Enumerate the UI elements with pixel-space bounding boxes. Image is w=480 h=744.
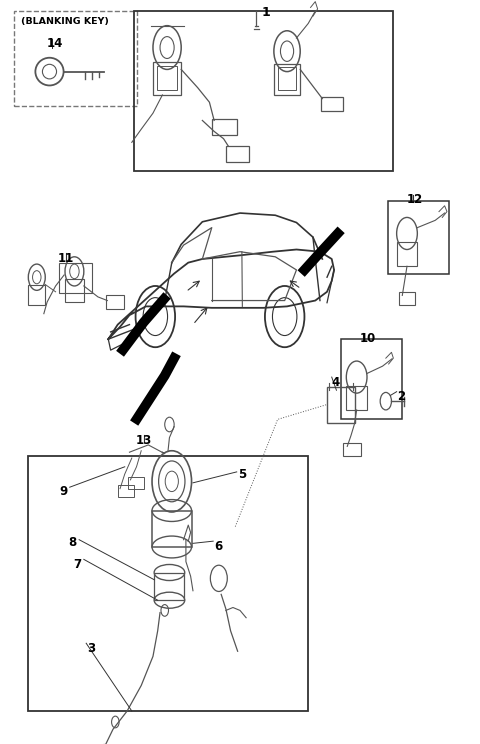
Bar: [398, 292, 416, 305]
Text: 1: 1: [262, 6, 270, 19]
Text: 13: 13: [135, 434, 152, 447]
Bar: [152, 510, 192, 547]
Bar: [14, 11, 136, 106]
Bar: [59, 263, 92, 293]
Text: (BLANKING KEY): (BLANKING KEY): [21, 17, 109, 26]
Bar: [118, 485, 134, 498]
Text: 3: 3: [87, 642, 95, 655]
Text: 12: 12: [407, 193, 423, 206]
Bar: [28, 456, 308, 711]
Bar: [153, 62, 181, 95]
Bar: [277, 67, 297, 90]
Bar: [212, 119, 237, 135]
Bar: [65, 279, 84, 302]
Text: 5: 5: [238, 468, 246, 481]
Bar: [321, 97, 343, 111]
Text: 9: 9: [59, 485, 67, 498]
Bar: [157, 65, 178, 90]
Bar: [388, 201, 449, 274]
Bar: [155, 573, 184, 600]
Bar: [134, 11, 393, 171]
Bar: [341, 339, 402, 420]
Bar: [327, 387, 355, 423]
Bar: [343, 443, 361, 456]
Text: 10: 10: [360, 332, 376, 345]
Text: 7: 7: [73, 558, 81, 571]
Bar: [226, 146, 250, 162]
Bar: [396, 243, 417, 266]
Bar: [274, 64, 300, 95]
Bar: [106, 295, 124, 310]
Text: 2: 2: [397, 391, 406, 403]
Bar: [346, 386, 367, 410]
Bar: [28, 284, 45, 305]
Text: 8: 8: [68, 536, 76, 549]
Text: 14: 14: [47, 36, 63, 50]
Text: 6: 6: [214, 539, 222, 553]
Text: 4: 4: [332, 376, 340, 388]
Text: 11: 11: [58, 251, 74, 265]
Bar: [128, 477, 144, 489]
